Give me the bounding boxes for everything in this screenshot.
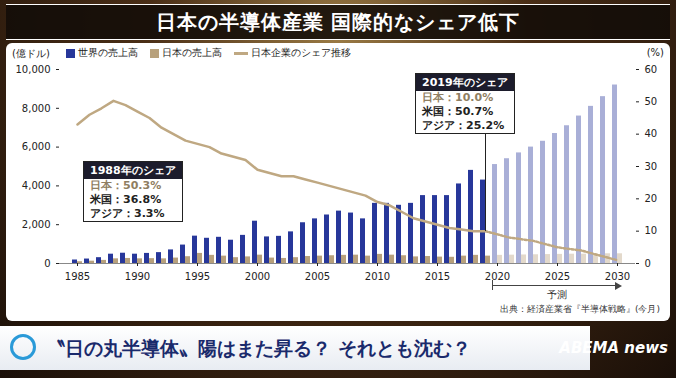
html-text:世界の売上高: 世界の売上高 [78,47,138,58]
html-text:日本：10.0%: 日本：10.0% [422,91,494,104]
html-text:出典：経済産業省『半導体戦略』(今月): 出典：経済産業省『半導体戦略』(今月) [500,304,660,314]
svg-text:0: 0 [645,258,651,269]
html-text:日本企業のシェア推移: 日本企業のシェア推移 [251,47,351,58]
html-text:1988年のシェア: 1988年のシェア [90,164,176,177]
svg-text:60: 60 [645,64,658,75]
svg-text:50: 50 [645,96,658,107]
html-text:(億ドル): (億ドル) [12,48,50,59]
svg-text:2025: 2025 [545,271,570,282]
html-text:ABEMA news: ABEMA news [559,339,668,357]
svg-text:4,000: 4,000 [22,180,51,191]
svg-text:2020: 2020 [485,271,510,282]
html-text:〝日の丸半導体〟陽はまた昇る？ それとも沈む？: 〝日の丸半導体〟陽はまた昇る？ それとも沈む？ [46,337,471,359]
svg-text:30: 30 [645,161,658,172]
html-text:日本の半導体産業 国際的なシェア低下: 日本の半導体産業 国際的なシェア低下 [155,10,521,34]
svg-text:6,000: 6,000 [22,141,51,152]
svg-text:2015: 2015 [425,271,450,282]
html-text:米国：50.7%: 米国：50.7% [422,105,494,118]
svg-text:2030: 2030 [605,271,630,282]
html-text:米国：36.8%: 米国：36.8% [90,193,162,206]
html-text:日本の売上高: 日本の売上高 [162,47,222,58]
html-text:アジア：25.2%: アジア：25.2% [422,119,505,132]
svg-text:0: 0 [44,258,50,269]
svg-text:10: 10 [645,225,658,236]
svg-text:10,000: 10,000 [16,64,51,75]
svg-text:2,000: 2,000 [22,219,51,230]
svg-text:2005: 2005 [305,271,330,282]
svg-text:40: 40 [645,128,658,139]
html-text:アジア：3.3%: アジア：3.3% [90,207,165,220]
html-text:日本：50.3%: 日本：50.3% [90,179,162,192]
html-text:予測: 予測 [547,289,567,300]
svg-text:8,000: 8,000 [22,103,51,114]
svg-text:1990: 1990 [125,271,150,282]
svg-text:1985: 1985 [65,271,90,282]
svg-text:20: 20 [645,193,658,204]
svg-text:2000: 2000 [245,271,270,282]
svg-text:1995: 1995 [185,271,210,282]
html-text:2019年のシェア: 2019年のシェア [422,76,508,89]
svg-text:2010: 2010 [365,271,390,282]
